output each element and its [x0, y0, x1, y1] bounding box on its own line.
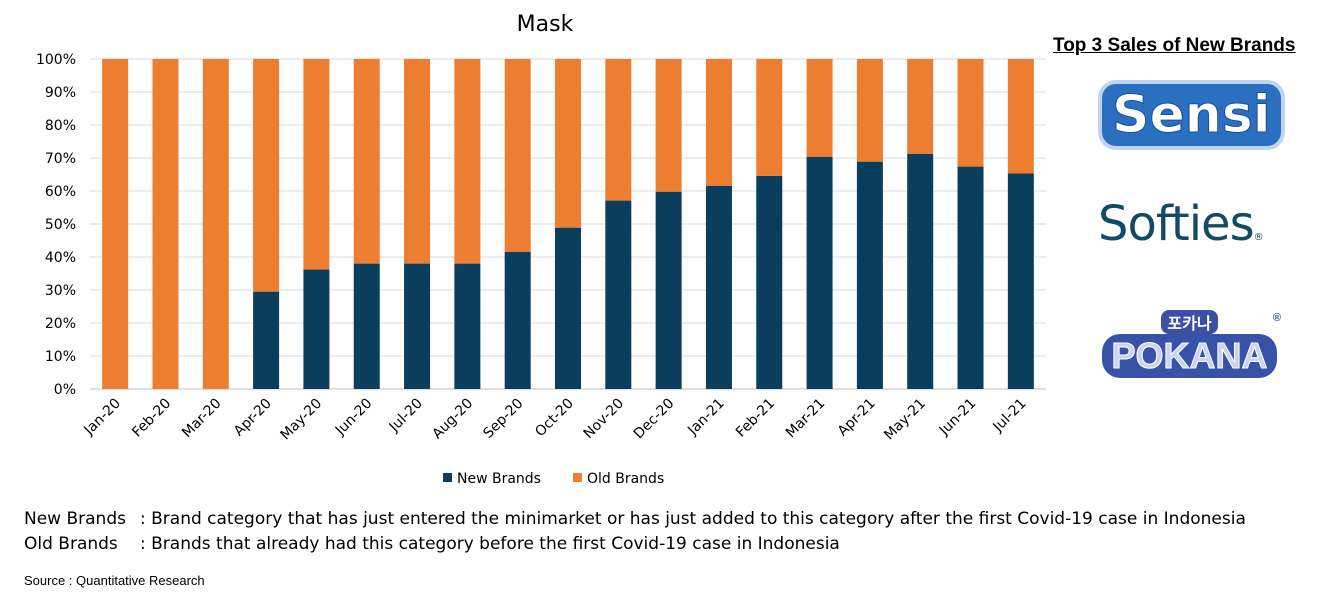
- note-old-brands: Old Brands: Brands that already had this…: [24, 534, 840, 554]
- pokana-logo: 포카나 POKANA ®: [1102, 310, 1281, 378]
- x-tick-label: Mar-21: [783, 396, 829, 442]
- x-tick-label: Apr-20: [231, 396, 275, 440]
- bar-old-brands: [1007, 59, 1034, 174]
- bar-new-brands: [353, 263, 380, 389]
- x-tick-label: May-21: [881, 396, 929, 444]
- bar-old-brands: [957, 59, 984, 167]
- softies-logo: Softies®: [1098, 196, 1264, 252]
- stacked-bar-chart: 0%10%20%30%40%50%60%70%80%90%100%Jan-20 F…: [36, 52, 1046, 487]
- x-tick-label: Jun-20: [332, 396, 376, 440]
- bar-new-brands: [957, 166, 984, 389]
- bar-new-brands: [856, 161, 883, 389]
- bar-old-brands: [454, 59, 481, 264]
- source-text: Source : Quantitative Research: [24, 573, 205, 588]
- bar-new-brands: [454, 263, 481, 389]
- x-tick-label: Jul-20: [386, 396, 426, 436]
- x-tick-label: Mar-20: [179, 396, 225, 442]
- bar-old-brands: [655, 59, 682, 192]
- x-tick-label: Jan-21: [684, 396, 727, 439]
- x-tick-label: Oct-20: [532, 396, 577, 441]
- bar-new-brands: [303, 269, 330, 389]
- y-tick-label: 30%: [45, 283, 76, 299]
- y-tick-label: 80%: [45, 118, 76, 134]
- y-tick-label: 60%: [45, 184, 76, 200]
- chart-title: Mask: [516, 12, 574, 37]
- y-tick-label: 70%: [45, 151, 76, 167]
- bar-old-brands: [404, 59, 431, 264]
- x-tick-label: May-20: [277, 396, 325, 444]
- bar-old-brands: [202, 59, 229, 389]
- x-tick-label: Jun-21: [936, 396, 980, 440]
- bar-new-brands: [504, 251, 531, 389]
- sensi-logo: Sensi: [1098, 80, 1285, 150]
- x-tick-label: Aug-20: [429, 396, 476, 443]
- bar-new-brands: [555, 227, 581, 389]
- note-new-brands: New Brands: Brand category that has just…: [24, 509, 1246, 529]
- side-title: Top 3 Sales of New Brands: [1053, 35, 1296, 56]
- bar-old-brands: [353, 59, 380, 264]
- bar-old-brands: [856, 59, 883, 162]
- bar-old-brands: [806, 59, 833, 157]
- y-tick-label: 40%: [45, 250, 76, 266]
- legend-swatch: [573, 473, 582, 482]
- bar-new-brands: [404, 263, 431, 389]
- bar-old-brands: [102, 59, 129, 389]
- y-tick-label: 10%: [45, 349, 76, 365]
- x-tick-label: Feb-21: [733, 396, 778, 441]
- legend-label: New Brands: [457, 471, 541, 487]
- bar-old-brands: [555, 59, 581, 228]
- bar-old-brands: [152, 59, 179, 389]
- legend-label: Old Brands: [587, 471, 664, 487]
- x-tick-label: Feb-20: [129, 396, 174, 441]
- bar-new-brands: [705, 185, 732, 389]
- bar-old-brands: [303, 59, 330, 270]
- bar-new-brands: [253, 291, 280, 389]
- bar-new-brands: [907, 153, 934, 389]
- x-tick-label: Apr-21: [835, 396, 879, 440]
- bar-new-brands: [605, 200, 632, 389]
- y-tick-label: 0%: [54, 382, 76, 398]
- legend-swatch: [443, 473, 452, 482]
- y-tick-label: 50%: [45, 217, 76, 233]
- y-tick-label: 20%: [45, 316, 76, 332]
- bar-old-brands: [705, 59, 732, 186]
- bar-new-brands: [655, 191, 682, 389]
- bar-old-brands: [605, 59, 632, 201]
- x-tick-label: Nov-20: [581, 396, 628, 443]
- bar-old-brands: [907, 59, 934, 154]
- x-tick-label: Jan-20: [81, 396, 124, 439]
- x-tick-label: Jul-21: [990, 396, 1030, 436]
- y-tick-label: 90%: [45, 85, 76, 101]
- y-tick-label: 100%: [36, 52, 76, 68]
- bar-old-brands: [253, 59, 280, 292]
- bar-new-brands: [1007, 173, 1034, 389]
- bar-old-brands: [504, 59, 531, 252]
- bar-new-brands: [756, 175, 783, 389]
- x-tick-label: Sep-20: [480, 396, 526, 442]
- bar-old-brands: [756, 59, 783, 176]
- x-tick-label: Dec-20: [631, 396, 678, 443]
- bar-new-brands: [806, 156, 833, 389]
